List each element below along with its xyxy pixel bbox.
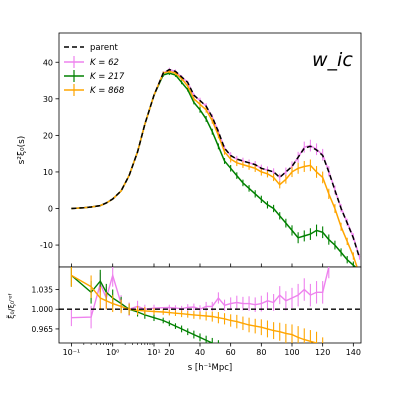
bottom-x-tick-label: 10⁻¹ <box>63 348 81 357</box>
bottom-x-tick-label: 80 <box>256 348 266 357</box>
bottom-x-tick-label: 100 <box>284 348 299 357</box>
legend-label-k217: K = 217 <box>90 72 125 82</box>
top-series-lines <box>71 67 361 267</box>
bottom-x-ticks: 10⁻¹ 10⁰ 10¹ 20 40 60 80 100 120 140 <box>63 343 361 357</box>
top-y-tick-label: -10 <box>40 241 53 250</box>
legend-item-k217: K = 217 <box>64 70 125 82</box>
top-y-axis-label: s²ξ₀(s) <box>17 136 27 165</box>
legend-label-k868: K = 868 <box>90 86 125 96</box>
x-axis-label: s [h⁻¹Mpc] <box>188 363 232 373</box>
bottom-x-tick-label: 10⁰ <box>106 348 119 357</box>
legend: parent K = 62 K = 217 K = 868 <box>64 43 125 96</box>
legend-item-k62: K = 62 <box>64 56 119 68</box>
top-y-tick-label: 40 <box>43 58 53 67</box>
top-y-tick-label: 10 <box>43 168 53 177</box>
series-line-parent <box>71 68 361 259</box>
legend-label-parent: parent <box>90 43 119 53</box>
bottom-y-tick-label: 1.000 <box>32 305 54 314</box>
bottom-series-lines <box>59 267 361 343</box>
top-panel: -10 0 10 20 30 40 s²ξ₀(s) w_ic parent K = 62 … <box>17 32 362 268</box>
bottom-y-tick-label: 1.035 <box>32 286 54 295</box>
bottom-x-tick-label: 40 <box>195 348 205 357</box>
bottom-y-axis-label: ξ̃₀/ξ₀ʳᵉᶠ <box>6 293 16 319</box>
top-y-tick-label: 20 <box>43 131 53 140</box>
legend-label-k62: K = 62 <box>90 58 119 68</box>
top-y-tick-label: 0 <box>48 205 53 214</box>
bottom-panel: 0.965 1.000 1.035 10⁻¹ 10⁰ 10¹ 20 40 60 80 100 120… <box>6 266 362 373</box>
legend-item-k868: K = 868 <box>64 84 125 96</box>
bottom-y-tick-label: 0.965 <box>32 325 54 334</box>
bottom-x-tick-label: 20 <box>164 348 174 357</box>
bottom-x-tick-label: 120 <box>315 348 330 357</box>
bottom-x-tick-label: 60 <box>226 348 236 357</box>
legend-item-parent: parent <box>64 43 119 53</box>
top-y-tick-label: 30 <box>43 95 53 104</box>
chart-annotation-w-ic: w_ic <box>312 49 353 71</box>
bottom-x-tick-label: 140 <box>346 348 361 357</box>
bottom-plot-frame <box>58 266 362 344</box>
bottom-x-tick-label: 10¹ <box>147 348 160 357</box>
top-y-ticks: -10 0 10 20 30 40 <box>40 58 354 267</box>
bottom-y-ticks: 0.965 1.000 1.035 <box>32 286 59 334</box>
